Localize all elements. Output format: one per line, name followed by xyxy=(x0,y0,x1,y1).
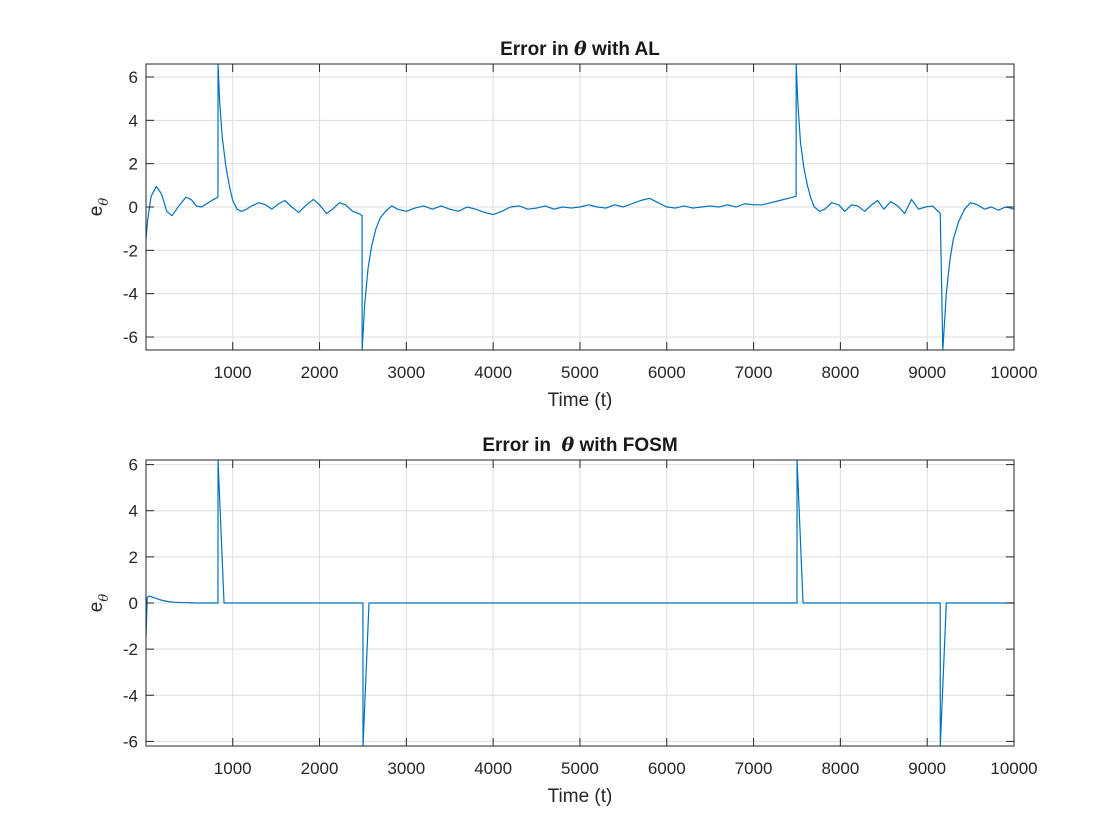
chart-title: Error in θ with AL xyxy=(500,38,660,60)
x-tick-label: 6000 xyxy=(648,363,686,382)
y-label-sub: θ xyxy=(97,594,112,602)
chart-fosm: 1000 2000 3000 4000 5000 6000 7000 8000 9000 1000… xyxy=(86,434,1038,807)
x-tick-label: 7000 xyxy=(735,363,773,382)
title-prefix: Error in xyxy=(482,435,561,456)
y-label-main: e xyxy=(86,206,107,217)
y-tick-label: -2 xyxy=(123,241,138,260)
y-tick-label: -4 xyxy=(123,285,138,304)
series-line xyxy=(146,460,1014,746)
x-tick-label: 9000 xyxy=(908,759,946,778)
y-tick-label: 6 xyxy=(129,68,138,87)
title-prefix: Error in xyxy=(500,39,574,60)
x-tick-label: 5000 xyxy=(561,759,599,778)
y-tick-label: -2 xyxy=(123,640,138,659)
title-suffix: with AL xyxy=(587,39,661,60)
x-tick-label: 3000 xyxy=(387,363,425,382)
y-tick-label: 2 xyxy=(129,155,138,174)
y-tick-label: 0 xyxy=(129,594,138,613)
title-symbol: θ xyxy=(574,38,587,60)
x-tick-label: 2000 xyxy=(301,363,339,382)
y-tick-label: 0 xyxy=(129,198,138,217)
y-tick-label: -6 xyxy=(123,328,138,347)
x-tick-label: 10000 xyxy=(990,759,1037,778)
x-tick-label: 1000 xyxy=(214,363,252,382)
y-axis-label: eθ xyxy=(86,594,112,613)
y-tick-label: 4 xyxy=(129,502,138,521)
y-label-sub: θ xyxy=(97,198,112,206)
x-tick-label: 2000 xyxy=(301,759,339,778)
x-tick-label: 4000 xyxy=(474,363,512,382)
x-tick-label: 8000 xyxy=(821,363,859,382)
x-axis-label: Time (t) xyxy=(548,786,613,807)
chart-title: Error in θ with FOSM xyxy=(482,434,677,456)
x-tick-label: 9000 xyxy=(908,363,946,382)
y-axis-label: eθ xyxy=(86,198,112,217)
y-tick-label: 4 xyxy=(129,111,138,130)
x-tick-label: 4000 xyxy=(474,759,512,778)
y-tick-label: 2 xyxy=(129,548,138,567)
x-tick-label: 6000 xyxy=(648,759,686,778)
y-tick-label: 6 xyxy=(129,456,138,475)
y-tick-label: -6 xyxy=(123,732,138,751)
x-tick-label: 3000 xyxy=(387,759,425,778)
x-tick-label: 7000 xyxy=(735,759,773,778)
x-tick-label: 10000 xyxy=(990,363,1037,382)
x-axis-label: Time (t) xyxy=(548,390,613,411)
series-line xyxy=(146,64,1014,350)
x-tick-label: 1000 xyxy=(214,759,252,778)
y-tick-label: -4 xyxy=(123,686,138,705)
chart-al: 1000 2000 3000 4000 5000 6000 7000 8000 9000 1000… xyxy=(86,38,1038,411)
title-symbol: θ xyxy=(562,434,575,456)
title-suffix: with FOSM xyxy=(574,435,677,456)
x-tick-label: 8000 xyxy=(821,759,859,778)
y-label-main: e xyxy=(86,602,107,613)
x-tick-label: 5000 xyxy=(561,363,599,382)
